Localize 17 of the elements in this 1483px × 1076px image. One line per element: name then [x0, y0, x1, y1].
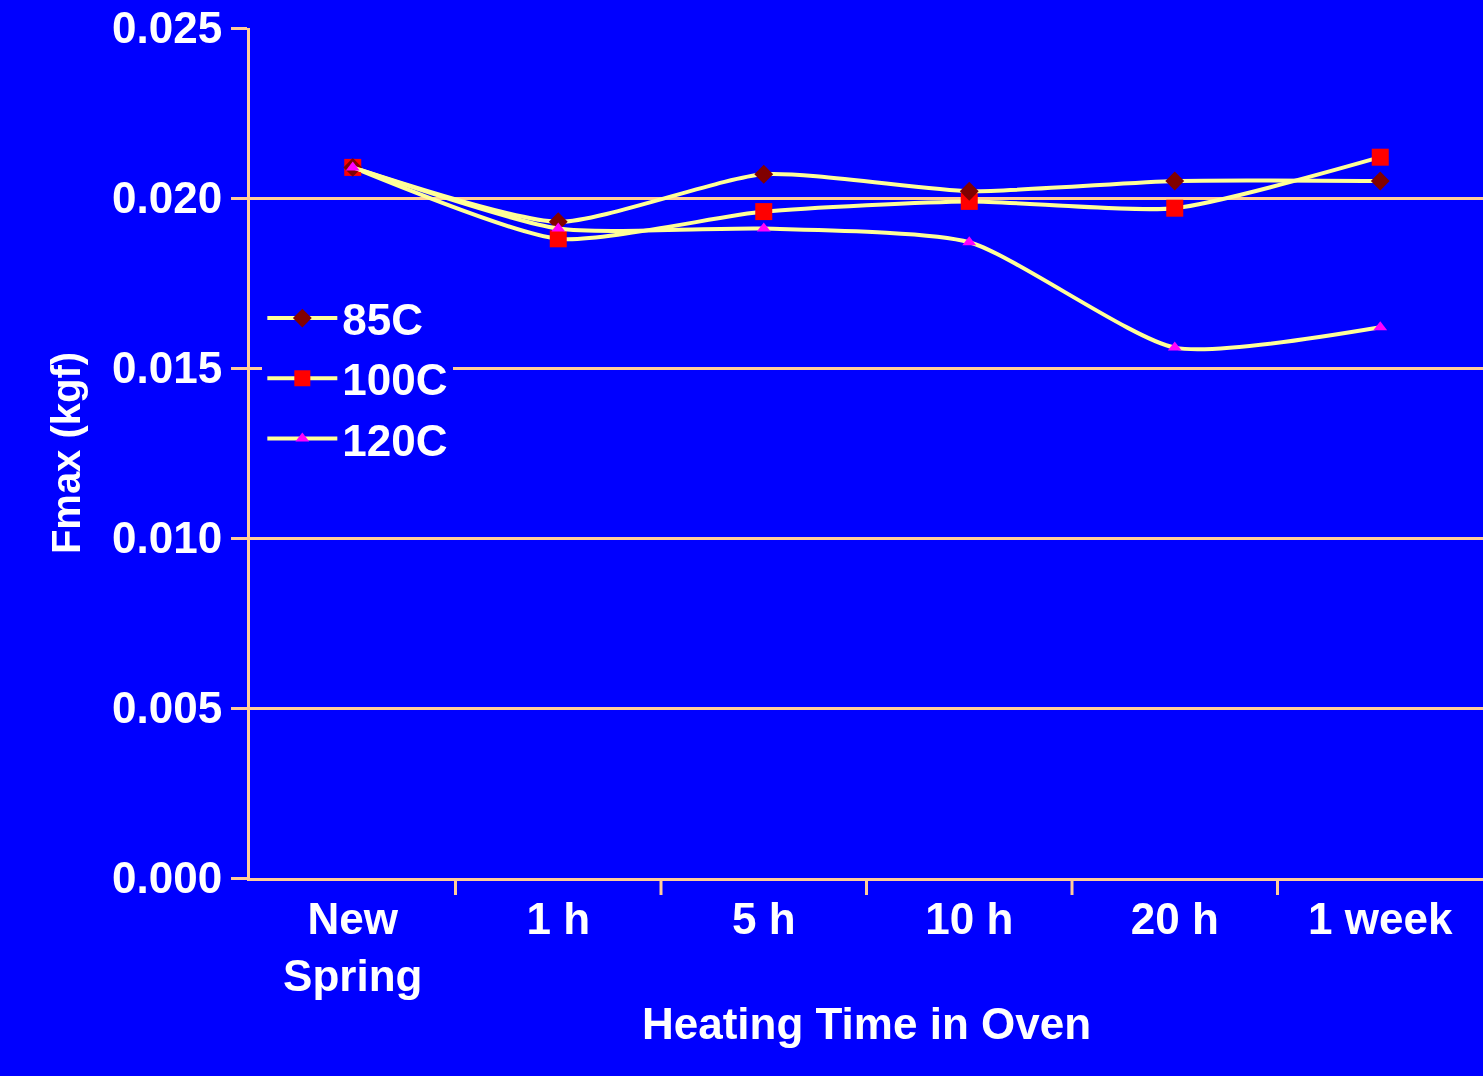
- y-tick-label: 0.015: [112, 343, 223, 393]
- x-tick-label: 5 h: [731, 893, 796, 943]
- x-axis-title: Heating Time in Oven: [641, 999, 1092, 1049]
- legend-label: 100C: [342, 355, 448, 405]
- y-axis-title: Fmax (kgf): [43, 351, 88, 555]
- x-tick-label: 1 week: [1308, 893, 1453, 943]
- x-tick-label: 20 h: [1130, 893, 1219, 943]
- x-tick-label: New Spring: [283, 893, 423, 1000]
- y-tick-label: 0.010: [112, 513, 223, 563]
- legend-label: 120C: [342, 415, 448, 465]
- y-tick-label: 0.005: [112, 683, 223, 733]
- x-tick-label: 10 h: [925, 893, 1014, 943]
- x-tick-label: 1 h: [526, 893, 591, 943]
- y-tick-label: 0.020: [112, 173, 223, 223]
- legend-label: 85C: [342, 295, 424, 345]
- y-tick-label: 0.000: [112, 853, 223, 903]
- y-tick-label: 0.025: [112, 3, 223, 53]
